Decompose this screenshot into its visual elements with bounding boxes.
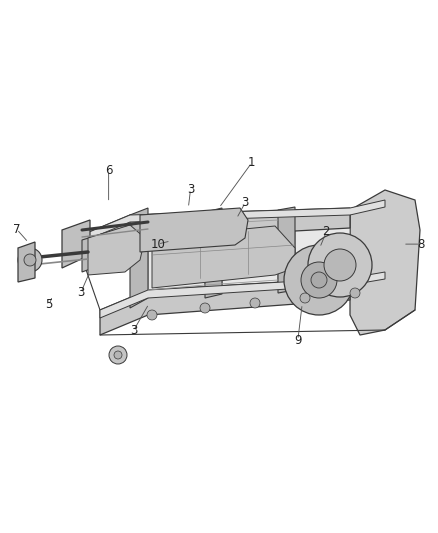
Polygon shape (350, 190, 420, 335)
Polygon shape (205, 208, 222, 298)
Circle shape (308, 233, 372, 297)
Polygon shape (130, 208, 148, 308)
Circle shape (147, 310, 157, 320)
Circle shape (114, 351, 122, 359)
Text: 3: 3 (130, 324, 137, 337)
Circle shape (350, 288, 360, 298)
Polygon shape (82, 208, 350, 258)
Polygon shape (88, 225, 145, 275)
Text: 8: 8 (417, 238, 424, 251)
Polygon shape (295, 212, 350, 288)
Circle shape (24, 254, 36, 266)
Circle shape (200, 303, 210, 313)
Text: 9: 9 (294, 334, 302, 346)
Polygon shape (152, 226, 295, 288)
Text: 2: 2 (322, 225, 330, 238)
Polygon shape (82, 220, 148, 272)
Text: 3: 3 (187, 183, 194, 196)
Circle shape (18, 248, 42, 272)
Circle shape (250, 298, 260, 308)
Circle shape (324, 249, 356, 281)
Circle shape (311, 272, 327, 288)
Circle shape (300, 293, 310, 303)
Polygon shape (278, 207, 295, 293)
Circle shape (284, 245, 354, 315)
Text: 6: 6 (105, 164, 113, 177)
Polygon shape (100, 272, 385, 318)
Circle shape (109, 346, 127, 364)
Circle shape (301, 262, 337, 298)
Text: 5: 5 (46, 298, 53, 311)
Polygon shape (140, 208, 248, 252)
Polygon shape (100, 278, 350, 335)
Text: 3: 3 (242, 196, 249, 209)
Text: 7: 7 (13, 223, 21, 236)
Polygon shape (82, 200, 385, 242)
Text: 10: 10 (150, 238, 165, 251)
Text: 3: 3 (78, 286, 85, 298)
Polygon shape (148, 218, 205, 298)
Polygon shape (18, 242, 35, 282)
Polygon shape (222, 215, 278, 296)
Text: 1: 1 (248, 156, 256, 169)
Polygon shape (62, 220, 90, 268)
